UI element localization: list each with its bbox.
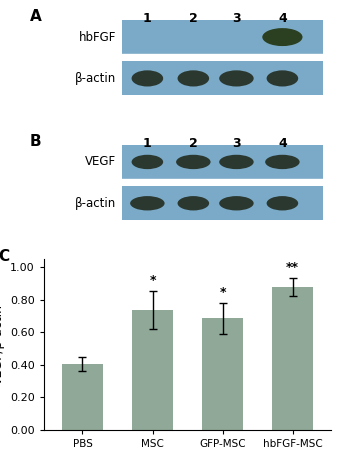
FancyBboxPatch shape <box>122 186 322 220</box>
Ellipse shape <box>131 70 163 86</box>
Bar <box>272 287 313 430</box>
Y-axis label: VEGF/β-actin: VEGF/β-actin <box>0 304 5 385</box>
Ellipse shape <box>131 155 163 169</box>
Text: 2: 2 <box>189 12 198 25</box>
Bar <box>202 318 243 430</box>
Text: hbFGF: hbFGF <box>78 30 116 43</box>
Ellipse shape <box>226 201 247 206</box>
FancyBboxPatch shape <box>122 61 322 96</box>
FancyBboxPatch shape <box>122 20 322 54</box>
Bar <box>62 364 103 430</box>
Text: A: A <box>30 9 41 24</box>
Text: 3: 3 <box>232 137 241 150</box>
Ellipse shape <box>226 76 247 81</box>
Ellipse shape <box>138 159 157 164</box>
Text: VEGF: VEGF <box>84 155 116 169</box>
Text: 4: 4 <box>278 12 287 25</box>
Ellipse shape <box>219 196 254 211</box>
Ellipse shape <box>177 196 209 211</box>
Text: 1: 1 <box>143 137 152 150</box>
Ellipse shape <box>176 155 211 169</box>
Ellipse shape <box>219 70 254 86</box>
Text: 3: 3 <box>232 12 241 25</box>
Text: 2: 2 <box>189 137 198 150</box>
Ellipse shape <box>267 70 298 86</box>
Ellipse shape <box>267 196 298 211</box>
Ellipse shape <box>184 201 203 206</box>
Text: C: C <box>0 249 9 264</box>
Text: *: * <box>149 274 156 287</box>
FancyBboxPatch shape <box>122 145 322 179</box>
Ellipse shape <box>265 155 299 169</box>
Text: 4: 4 <box>278 137 287 150</box>
Ellipse shape <box>273 76 292 81</box>
Bar <box>132 310 173 430</box>
Text: 1: 1 <box>143 12 152 25</box>
Text: B: B <box>30 134 41 149</box>
Text: **: ** <box>286 261 299 274</box>
Ellipse shape <box>177 70 209 86</box>
Ellipse shape <box>226 159 247 164</box>
Text: β-actin: β-actin <box>74 72 116 85</box>
Text: *: * <box>219 286 226 299</box>
Text: β-actin: β-actin <box>74 197 116 210</box>
Ellipse shape <box>184 76 203 81</box>
Ellipse shape <box>137 201 158 206</box>
Ellipse shape <box>273 201 292 206</box>
Ellipse shape <box>262 28 303 46</box>
Ellipse shape <box>138 76 157 81</box>
Ellipse shape <box>219 155 254 169</box>
Ellipse shape <box>272 159 293 164</box>
Ellipse shape <box>183 159 204 164</box>
Ellipse shape <box>130 196 165 211</box>
Ellipse shape <box>270 34 294 40</box>
